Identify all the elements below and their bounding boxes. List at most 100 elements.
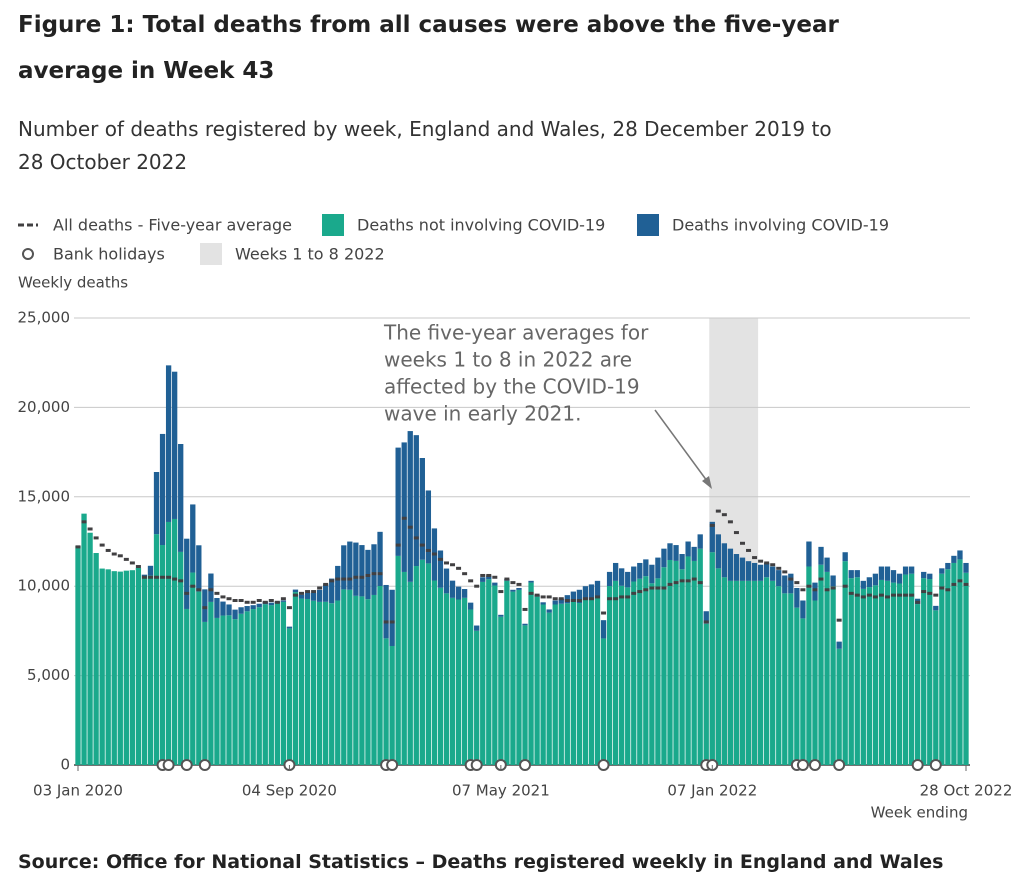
bar-segment: [184, 608, 190, 765]
bar-segment: [528, 582, 534, 765]
bar-segment: [884, 580, 891, 765]
bar-segment: [171, 371, 178, 519]
bar-segment: [570, 601, 577, 765]
bar-segment: [371, 544, 377, 595]
bar-segment: [951, 555, 957, 563]
bar-segment: [81, 513, 87, 765]
bar-segment: [486, 575, 492, 580]
bar-segment: [866, 587, 873, 765]
bar-segment: [431, 580, 438, 765]
bar-segment: [371, 594, 377, 765]
bar-segment: [202, 589, 208, 622]
bar-segment: [111, 571, 117, 765]
bar-segment: [250, 605, 256, 610]
bar-segment: [806, 541, 812, 567]
bar-segment: [395, 447, 401, 556]
source-note: Source: Office for National Statistics –…: [18, 851, 944, 873]
bar-segment: [896, 583, 903, 765]
annotation-text: weeks 1 to 8 in 2022 are: [384, 348, 632, 372]
bar-segment: [818, 546, 824, 565]
bar-segment: [733, 580, 740, 765]
legend-label: Deaths not involving COVID-19: [357, 216, 605, 235]
bar-segment: [552, 604, 558, 765]
bar-segment: [721, 577, 728, 765]
bar-segment: [757, 580, 764, 765]
bar-segment: [812, 600, 818, 765]
bar-segment: [818, 564, 824, 765]
bar-segment: [824, 571, 830, 765]
bar-segment: [516, 589, 522, 765]
legend-label: Deaths involving COVID-19: [672, 216, 889, 235]
bar-segment: [461, 589, 468, 598]
bar-segment: [449, 580, 456, 598]
bar-segment: [854, 577, 860, 765]
x-tick-label: 07 Jan 2022: [667, 782, 757, 800]
bar-segment: [612, 562, 619, 581]
bank-holiday-marker: [386, 759, 399, 771]
bar-segment: [335, 600, 341, 765]
bar-segment: [407, 581, 413, 765]
bar-segment: [661, 548, 667, 568]
legend-label: Weeks 1 to 8 2022: [235, 245, 385, 264]
bar-segment: [842, 561, 848, 765]
bar-segment: [709, 552, 715, 765]
bar-segment: [256, 607, 262, 765]
bar-segment: [401, 442, 407, 572]
bar-segment: [606, 571, 613, 587]
bar-segment: [800, 600, 806, 619]
bar-segment: [304, 592, 311, 599]
bar-segment: [576, 603, 583, 765]
bar-segment: [643, 576, 649, 765]
bar-segment: [691, 546, 697, 561]
bar-segment: [135, 567, 142, 765]
bar-segment: [214, 617, 220, 765]
legend-label: All deaths - Five-year average: [53, 216, 292, 235]
bar-segment: [75, 545, 81, 765]
y-tick-label: 0: [60, 756, 70, 774]
bar-segment: [165, 365, 172, 522]
bar-segment: [661, 567, 667, 765]
y-tick-label: 20,000: [18, 398, 71, 416]
x-tick-label: 04 Sep 2020: [242, 782, 337, 800]
bar-segment: [425, 563, 432, 765]
bar-segment: [582, 599, 589, 765]
bar-segment: [510, 589, 516, 592]
bar-segment: [830, 575, 836, 587]
bar-segment: [921, 571, 927, 579]
bar-segment: [292, 589, 299, 593]
bar-segment: [395, 555, 401, 765]
bar-segment: [600, 638, 607, 765]
bar-segment: [806, 566, 812, 765]
bar-segment: [963, 572, 969, 765]
bar-segment: [915, 604, 921, 765]
bar-segment: [884, 566, 891, 581]
bank-holiday-marker: [597, 759, 610, 771]
bank-holiday-marker: [198, 759, 211, 771]
bar-segment: [655, 557, 661, 579]
bar-segment: [292, 592, 299, 765]
bar-segment: [637, 562, 643, 579]
bar-segment: [359, 545, 365, 597]
bar-segment: [637, 578, 643, 765]
bar-segment: [745, 561, 752, 581]
bar-segment: [721, 543, 728, 578]
bar-segment: [619, 585, 625, 765]
bar-segment: [860, 580, 866, 589]
bar-segment: [606, 586, 613, 765]
bank-holiday-marker: [162, 759, 175, 771]
bank-holiday-marker: [833, 759, 846, 771]
bar-segment: [99, 568, 105, 765]
bar-segment: [323, 601, 329, 765]
bar-segment: [498, 614, 504, 617]
bar-segment: [727, 580, 734, 765]
bar-segment: [286, 628, 293, 765]
annotation-text: wave in early 2021.: [384, 402, 582, 426]
bar-segment: [649, 564, 655, 584]
bar-segment: [437, 550, 444, 588]
bar-segment: [751, 562, 758, 581]
bar-segment: [872, 573, 879, 586]
bar-segment: [341, 545, 347, 590]
bar-segment: [679, 554, 685, 570]
bar-segment: [516, 587, 522, 590]
bar-segment: [449, 597, 456, 765]
